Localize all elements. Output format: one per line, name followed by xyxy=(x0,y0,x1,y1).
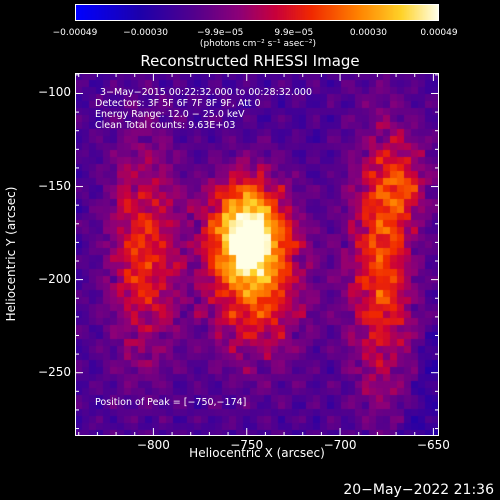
chart-title: Reconstructed RHESSI Image xyxy=(140,52,360,70)
x-axis-label: Heliocentric X (arcsec) xyxy=(189,446,325,460)
colorbar xyxy=(75,4,439,21)
plot-border xyxy=(75,73,439,436)
colorbar-tick-label: −9.9e−05 xyxy=(197,28,244,38)
annotation-line: 3−May−2015 00:22:32.000 to 00:28:32.000 xyxy=(100,87,313,98)
render-timestamp: 20−May−2022 21:36 xyxy=(343,482,494,498)
x-tick-label: −650 xyxy=(416,438,450,452)
y-tick-label: −250 xyxy=(38,364,71,379)
x-tick-label: −800 xyxy=(136,438,170,452)
axes-frame xyxy=(75,73,439,436)
colorbar-tick-label: −0.00049 xyxy=(52,28,98,38)
plot-area: 3−May−2015 00:22:32.000 to 00:28:32.000 D… xyxy=(75,73,439,436)
annotation-line: Energy Range: 12.0 − 25.0 keV xyxy=(95,109,245,120)
annotation-line: Clean Total counts: 9.63E+03 xyxy=(95,120,236,131)
heatmap-image xyxy=(75,73,439,436)
y-tick-label: −200 xyxy=(38,271,71,286)
annotation-line: Detectors: 3F 5F 6F 7F 8F 9F, Att 0 xyxy=(95,98,261,109)
colorbar-tick-label: 0.00049 xyxy=(420,28,458,38)
colorbar-tick-label: −0.00030 xyxy=(123,28,168,38)
colorbar-unit-label: (photons cm⁻² s⁻¹ asec⁻²) xyxy=(199,39,317,49)
y-tick-label: −150 xyxy=(38,178,71,193)
colorbar-tick-label: 0.00030 xyxy=(349,28,388,38)
colorbar-tick-label: 9.9e−05 xyxy=(274,28,314,38)
x-tick-label: −700 xyxy=(323,438,357,452)
x-tick-label: −750 xyxy=(230,438,264,452)
peak-position-label: Position of Peak = [−750,−174] xyxy=(95,397,247,408)
y-tick-label: −100 xyxy=(38,85,71,100)
y-axis-label: Heliocentric Y (arcsec) xyxy=(4,186,18,322)
